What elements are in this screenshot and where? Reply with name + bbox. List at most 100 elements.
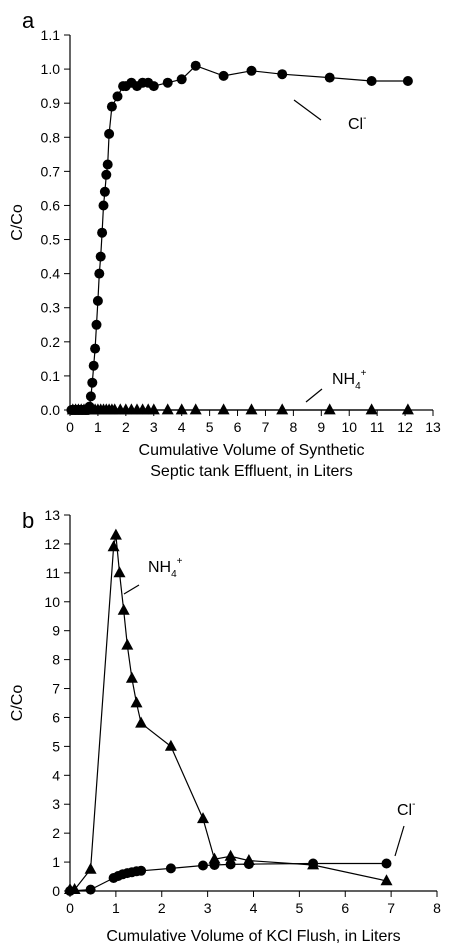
series-label-subscript: 4: [171, 569, 177, 580]
data-point-circle: [92, 295, 103, 306]
data-point-triangle: [135, 716, 148, 728]
x-tick-label: 2: [122, 419, 130, 435]
y-tick-label: 0.1: [41, 368, 61, 384]
x-axis-label: Cumulative Volume of KCl Flush, in Liter…: [106, 928, 400, 945]
data-point-triangle: [121, 638, 134, 650]
data-point-triangle: [130, 696, 143, 708]
x-tick-label: 11: [370, 419, 385, 435]
series-line: [70, 535, 387, 891]
data-point-triangle: [107, 540, 120, 552]
x-tick-label: 0: [66, 900, 74, 916]
data-point-triangle: [208, 852, 221, 864]
series-label-text: Cl: [348, 116, 363, 133]
data-point-triangle: [164, 739, 177, 751]
y-tick-label: 6: [52, 709, 60, 725]
series-label: NH4+: [148, 556, 183, 580]
data-point-circle: [94, 268, 105, 279]
x-tick-label: 5: [206, 419, 214, 435]
x-tick-label: 12: [397, 419, 413, 435]
data-point-triangle: [84, 862, 97, 874]
data-point-circle: [165, 863, 176, 874]
x-tick-label: 7: [387, 900, 395, 916]
data-point-circle: [65, 886, 75, 896]
data-point-circle: [85, 884, 96, 895]
y-tick-label: 0.5: [41, 232, 61, 248]
y-tick-label: 9: [52, 623, 60, 639]
data-point-circle: [102, 159, 113, 170]
data-point-circle: [324, 72, 335, 83]
series-leader-line: [305, 388, 323, 403]
series-leader-line: [123, 584, 140, 595]
data-point-triangle: [276, 403, 289, 415]
x-tick-label: 4: [250, 900, 258, 916]
x-axis-label: Cumulative Volume of Synthetic: [139, 442, 365, 459]
data-point-circle: [162, 77, 173, 88]
y-tick-label: 0.4: [41, 266, 61, 282]
data-point-circle: [90, 343, 101, 354]
data-point-circle: [225, 859, 236, 870]
y-tick-label: 1: [52, 854, 60, 870]
y-axis-label: C/Co: [9, 204, 26, 241]
data-point-circle: [98, 200, 109, 211]
y-tick-label: 0.6: [41, 197, 61, 213]
y-tick-label: 4: [52, 767, 60, 783]
data-point-triangle: [217, 403, 230, 415]
data-point-circle: [176, 74, 187, 85]
x-axis-label-line2: Septic tank Effluent, in Liters: [150, 463, 352, 480]
x-tick-label: 8: [289, 419, 297, 435]
y-tick-label: 0.2: [41, 334, 61, 350]
data-point-circle: [243, 859, 254, 870]
y-axis-label: C/Co: [9, 685, 26, 722]
series-label-superscript: -: [412, 799, 415, 810]
data-point-circle: [246, 65, 257, 76]
series-leader-line: [293, 99, 322, 121]
data-point-circle: [136, 865, 147, 876]
data-point-triangle: [109, 528, 122, 540]
y-tick-label: 0.0: [41, 402, 61, 418]
y-tick-label: 0.7: [41, 163, 61, 179]
y-tick-label: 8: [52, 652, 60, 668]
x-tick-label: 1: [112, 900, 120, 916]
data-point-circle: [87, 377, 98, 388]
data-point-triangle: [323, 403, 336, 415]
y-tick-label: 0.8: [41, 129, 61, 145]
data-point-circle: [88, 360, 99, 371]
data-point-circle: [381, 858, 392, 869]
x-tick-label: 13: [425, 419, 441, 435]
y-tick-label: 0: [52, 883, 60, 899]
data-point-circle: [198, 860, 208, 871]
data-point-circle: [148, 81, 159, 92]
x-tick-label: 5: [295, 900, 303, 916]
y-tick-label: 3: [52, 796, 60, 812]
series-label-superscript: -: [363, 113, 366, 124]
panel-label: b: [22, 508, 34, 533]
data-point-triangle: [401, 403, 414, 415]
data-point-circle: [402, 76, 413, 86]
x-tick-label: 9: [317, 419, 325, 435]
x-tick-label: 6: [341, 900, 349, 916]
y-tick-label: 10: [44, 594, 60, 610]
data-point-circle: [85, 391, 96, 402]
x-tick-label: 6: [234, 419, 242, 435]
data-point-triangle: [380, 874, 393, 886]
series-label-text: NH: [332, 371, 355, 388]
series-label: Cl-: [397, 799, 415, 819]
data-point-circle: [99, 186, 110, 197]
series-label-superscript: +: [361, 368, 367, 379]
series-label-subscript: 4: [355, 381, 361, 392]
y-tick-label: 12: [44, 536, 60, 552]
data-point-triangle: [125, 671, 138, 683]
panel-label: a: [22, 8, 35, 33]
data-point-triangle: [224, 849, 237, 861]
y-tick-label: 5: [52, 738, 60, 754]
data-point-triangle: [365, 403, 378, 415]
y-tick-label: 2: [52, 825, 60, 841]
series-label-text: NH: [148, 559, 171, 576]
data-point-triangle: [161, 403, 174, 415]
x-tick-label: 10: [341, 419, 357, 435]
data-point-circle: [106, 101, 117, 112]
x-tick-label: 4: [178, 419, 186, 435]
series-label: NH4+: [332, 368, 367, 392]
x-tick-label: 2: [158, 900, 166, 916]
